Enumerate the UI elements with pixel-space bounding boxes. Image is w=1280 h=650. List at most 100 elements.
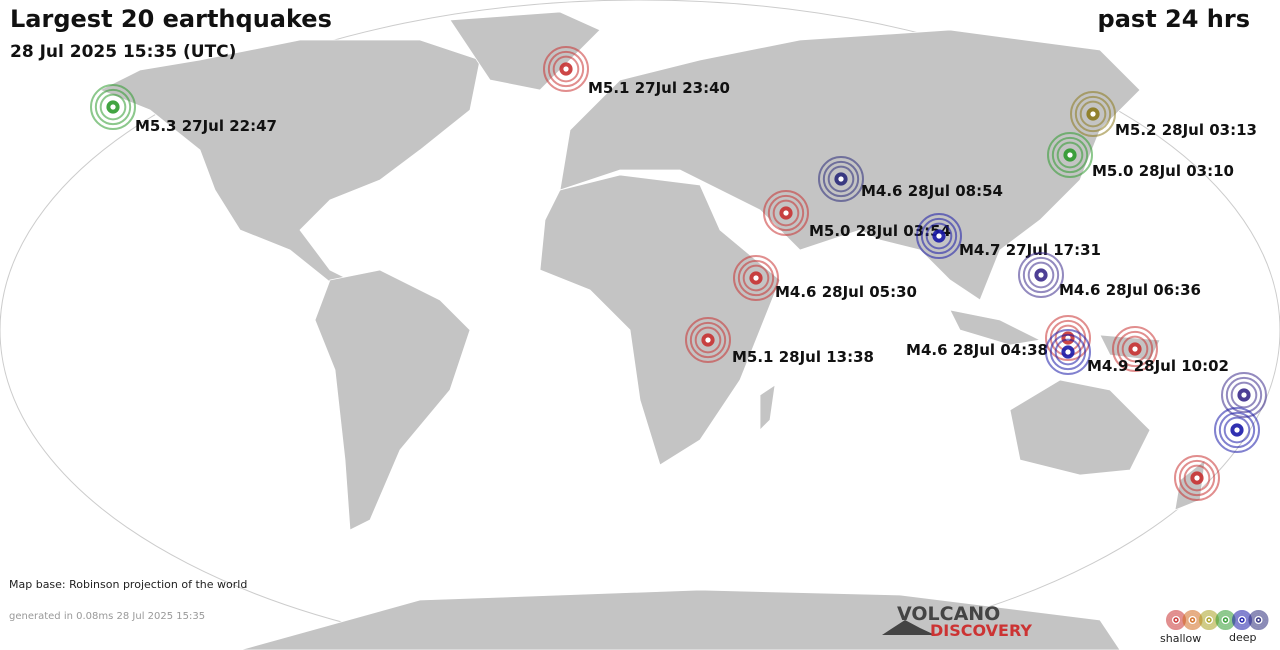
quake-ring: [1225, 376, 1263, 414]
quake-dot: [1240, 618, 1244, 622]
legend-label: deep: [1229, 631, 1257, 644]
legend: [1166, 610, 1269, 630]
quake-ring: [689, 321, 727, 359]
quake-ring: [685, 317, 731, 363]
quake-label: M4.6 28Jul 08:54: [861, 182, 1003, 200]
quake-marker: [916, 213, 962, 259]
quake-ring: [772, 199, 800, 227]
map-base-note: Map base: Robinson projection of the wor…: [9, 578, 247, 591]
quake-ring: [1074, 95, 1112, 133]
quake-dot: [783, 210, 789, 216]
quake-marker: [90, 84, 136, 130]
quake-dot: [1194, 475, 1200, 481]
quake-label: M5.2 28Jul 03:13: [1115, 121, 1257, 139]
quake-ring: [1169, 613, 1183, 627]
quake-ring: [827, 165, 855, 193]
period: past 24 hrs: [1098, 5, 1250, 33]
quake-marker: [1174, 455, 1220, 501]
quake-dot: [1191, 618, 1194, 622]
quake-ring: [694, 326, 722, 354]
quake-ring: [763, 190, 809, 236]
quake-label: M4.6 28Jul 04:38: [906, 341, 1048, 359]
logo-icon: [882, 620, 935, 635]
quake-ring: [1022, 256, 1060, 294]
quake-ring: [1230, 381, 1258, 409]
quake-marker: [818, 156, 864, 202]
quake-ring: [1047, 132, 1093, 178]
quake-dot: [1038, 272, 1044, 278]
land: [99, 11, 1206, 650]
quake-dot: [1132, 346, 1138, 352]
quake-ring: [1051, 136, 1089, 174]
quake-ring: [1214, 407, 1260, 453]
quake-ring: [1112, 326, 1158, 372]
quake-ring: [1121, 335, 1149, 363]
title: Largest 20 earthquakes: [10, 5, 332, 33]
quake-ring: [90, 84, 136, 130]
quake-marker: [1047, 132, 1093, 178]
quake-ring: [1219, 613, 1232, 627]
quake-dot: [1257, 618, 1260, 622]
quake-dot: [110, 104, 116, 110]
quake-marker: [685, 317, 731, 363]
quake-label: M5.1 28Jul 13:38: [732, 348, 874, 366]
quake-label: M5.3 27Jul 22:47: [135, 117, 277, 135]
quake-ring: [1218, 411, 1256, 449]
quake-ring: [920, 217, 958, 255]
quake-marker: [543, 46, 589, 92]
quake-dot: [1241, 392, 1247, 398]
quake-ring: [1045, 329, 1091, 375]
quake-dot: [1067, 152, 1073, 158]
quake-dot: [1224, 618, 1227, 622]
legend-label: shallow: [1160, 632, 1201, 645]
quake-ring: [767, 194, 805, 232]
quake-ring: [1183, 464, 1211, 492]
quake-dot: [1207, 618, 1211, 622]
quake-ring: [818, 156, 864, 202]
quake-ring: [1027, 261, 1055, 289]
quake-marker: [1018, 252, 1064, 298]
quake-marker: [1070, 91, 1116, 137]
quake-ring: [737, 259, 775, 297]
quake-ring: [1116, 330, 1154, 368]
quake-dot: [1234, 427, 1240, 433]
quake-ring: [1235, 613, 1249, 627]
quake-dot: [705, 337, 711, 343]
quake-ring: [1056, 141, 1084, 169]
quake-ring: [1045, 315, 1091, 361]
quake-ring: [94, 88, 132, 126]
quake-ring: [1248, 610, 1269, 630]
quake-label: M5.0 28Jul 03:54: [809, 222, 951, 240]
quake-ring: [925, 222, 953, 250]
quake-ring: [1202, 613, 1216, 627]
quake-ring: [1250, 611, 1267, 629]
quake-dot: [1090, 111, 1096, 117]
quake-label: M4.9 28Jul 10:02: [1087, 357, 1229, 375]
quake-marker: [1112, 326, 1158, 372]
quake-ring: [552, 55, 580, 83]
logo-text: VOLCANO: [897, 603, 1000, 625]
quake-dot: [1174, 618, 1178, 622]
quake-dot: [563, 66, 569, 72]
quake-ring: [1221, 372, 1267, 418]
logo-text: DISCOVERY: [930, 621, 1032, 640]
quake-dot: [753, 275, 759, 281]
quake-label: M5.0 28Jul 03:10: [1092, 162, 1234, 180]
quake-ring: [1223, 416, 1251, 444]
quake-label: M4.6 28Jul 05:30: [775, 283, 917, 301]
quake-ring: [1174, 455, 1220, 501]
quake-marker: [1214, 407, 1260, 453]
quake-ring: [1018, 252, 1064, 298]
quake-dot: [838, 176, 844, 182]
quake-label: M4.6 28Jul 06:36: [1059, 281, 1201, 299]
generated-note: generated in 0.08ms 28 Jul 2025 15:35: [9, 611, 205, 622]
quake-dot: [936, 233, 942, 239]
quake-dot: [1065, 349, 1071, 355]
quake-ring: [916, 213, 962, 259]
quake-ring: [1178, 459, 1216, 497]
quake-ring: [99, 93, 127, 121]
quake-ring: [1054, 338, 1082, 366]
timestamp: 28 Jul 2025 15:35 (UTC): [10, 42, 236, 62]
quake-marker: [1221, 372, 1267, 418]
